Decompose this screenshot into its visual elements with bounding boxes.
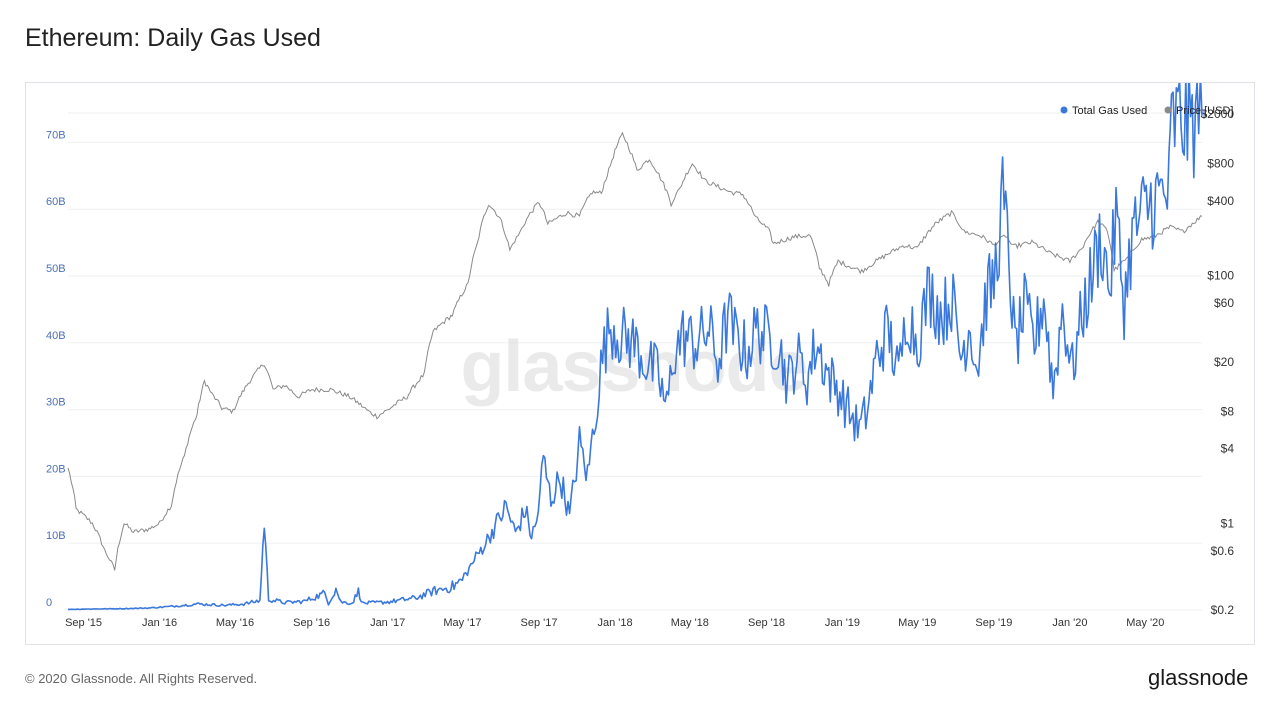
x-tick-label: Jan '19 [825, 617, 860, 629]
x-tick-label: Sep '18 [748, 617, 785, 629]
right-tick-label: $8 [1221, 404, 1235, 418]
copyright-text: © 2020 Glassnode. All Rights Reserved. [25, 671, 258, 686]
x-tick-label: Jan '18 [597, 617, 632, 629]
legend-label: Price [USD] [1176, 105, 1233, 117]
x-tick-label: Jan '16 [142, 617, 177, 629]
legend[interactable]: Total Gas Used Price [USD] [1060, 105, 1234, 117]
right-tick-label: $4 [1221, 442, 1235, 456]
right-tick-label: $800 [1207, 156, 1234, 170]
left-tick-label: 20B [46, 463, 66, 475]
x-tick-label: May '19 [898, 617, 936, 629]
left-tick-label: 40B [46, 330, 66, 342]
x-tick-label: May '17 [443, 617, 481, 629]
right-tick-label: $1 [1221, 516, 1235, 530]
page-title: Ethereum: Daily Gas Used [25, 24, 321, 52]
left-tick-label: 0 [46, 597, 52, 609]
right-tick-label: $60 [1214, 296, 1234, 310]
x-tick-label: May '20 [1126, 617, 1164, 629]
x-tick-label: May '18 [671, 617, 709, 629]
right-tick-label: $100 [1207, 268, 1234, 282]
x-axis: Sep '15 Jan '16 May '16 Sep '16 Jan '17 May '… [65, 617, 1164, 629]
x-tick-label: Sep '17 [521, 617, 558, 629]
left-tick-label: 30B [46, 397, 66, 409]
x-tick-label: Sep '19 [975, 617, 1012, 629]
glassnode-logo[interactable]: glassnode [1148, 665, 1249, 690]
left-tick-label: 50B [46, 263, 66, 275]
x-tick-label: Jan '17 [370, 617, 405, 629]
chart-card: glassnode 0 10B 20B 30B 40B 50B 60B 70B $0.2 $0.… [25, 82, 1255, 645]
right-tick-label: $0.6 [1211, 544, 1235, 558]
x-tick-label: Sep '15 [65, 617, 102, 629]
series-layer [67, 83, 1203, 611]
legend-item[interactable]: Total Gas Used [1060, 105, 1148, 117]
x-tick-label: Sep '16 [293, 617, 330, 629]
left-tick-label: 60B [46, 196, 66, 208]
right-tick-label: $20 [1214, 355, 1234, 369]
series-price-line [67, 131, 1203, 571]
legend-item[interactable]: Price [USD] [1164, 105, 1234, 117]
right-tick-label: $400 [1207, 194, 1234, 208]
legend-dot [1060, 106, 1068, 114]
left-tick-label: 10B [46, 530, 66, 542]
x-tick-label: May '16 [216, 617, 254, 629]
x-tick-label: Jan '20 [1052, 617, 1087, 629]
legend-label: Total Gas Used [1072, 105, 1147, 117]
left-tick-label: 70B [46, 129, 66, 141]
right-tick-label: $2000 [1201, 107, 1235, 121]
series-gas-used-line [67, 83, 1203, 611]
right-axis: $0.2 $0.6 $1 $4 $8 $20 $60 $100 $400 $800 $2000 [1201, 107, 1235, 617]
right-tick-label: $0.2 [1211, 603, 1235, 617]
legend-dot [1164, 106, 1172, 114]
left-axis: 0 10B 20B 30B 40B 50B 60B 70B [46, 129, 66, 609]
